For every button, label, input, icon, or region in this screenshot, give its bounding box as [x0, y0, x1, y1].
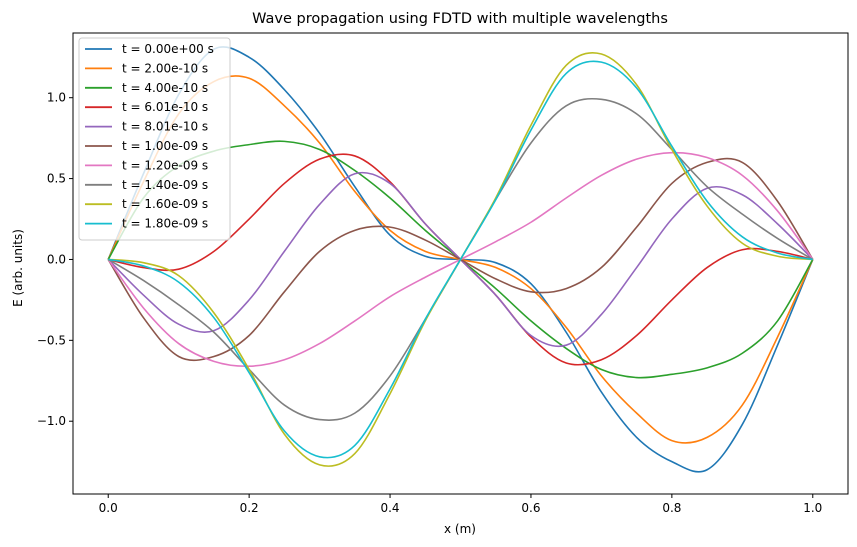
- legend-label: t = 0.00e+00 s: [122, 42, 214, 56]
- legend-label: t = 1.20e-09 s: [122, 158, 208, 172]
- legend-label: t = 1.60e-09 s: [122, 197, 208, 211]
- x-tick-label: 1.0: [803, 501, 822, 515]
- legend-label: t = 2.00e-10 s: [122, 61, 208, 75]
- legend-label: t = 8.01e-10 s: [122, 120, 208, 134]
- y-tick-label: 1.0: [47, 91, 66, 105]
- legend-label: t = 1.00e-09 s: [122, 139, 208, 153]
- x-tick-label: 0.2: [240, 501, 259, 515]
- y-tick-label: 0.5: [47, 172, 66, 186]
- legend-label: t = 4.00e-10 s: [122, 81, 208, 95]
- plot-frame: [72, 32, 849, 495]
- y-tick-label: −0.5: [37, 333, 66, 347]
- chart-title: Wave propagation using FDTD with multipl…: [252, 11, 668, 27]
- y-tick-label: 0.0: [47, 252, 66, 266]
- legend-label: t = 1.80e-09 s: [122, 217, 208, 231]
- x-tick-label: 0.0: [99, 501, 118, 515]
- legend-label: t = 1.40e-09 s: [122, 178, 208, 192]
- x-tick-label: 0.6: [521, 501, 540, 515]
- y-axis: −1.0 −0.5 0.0 0.5 1.0: [37, 91, 73, 428]
- legend-box: [78, 37, 231, 241]
- x-axis: 0.0 0.2 0.4 0.6 0.8 1.0: [99, 494, 822, 515]
- x-axis-label: x (m): [444, 522, 476, 536]
- legend-label: t = 6.01e-10 s: [122, 100, 208, 114]
- legend: t = 0.00e+00 s t = 2.00e-10 s t = 4.00e-10…: [78, 37, 231, 241]
- x-tick-label: 0.4: [380, 501, 399, 515]
- y-tick-label: −1.0: [37, 414, 66, 428]
- x-tick-label: 0.8: [662, 501, 681, 515]
- series-line-9: [108, 60, 813, 459]
- y-axis-label: E (arb. units): [11, 229, 25, 307]
